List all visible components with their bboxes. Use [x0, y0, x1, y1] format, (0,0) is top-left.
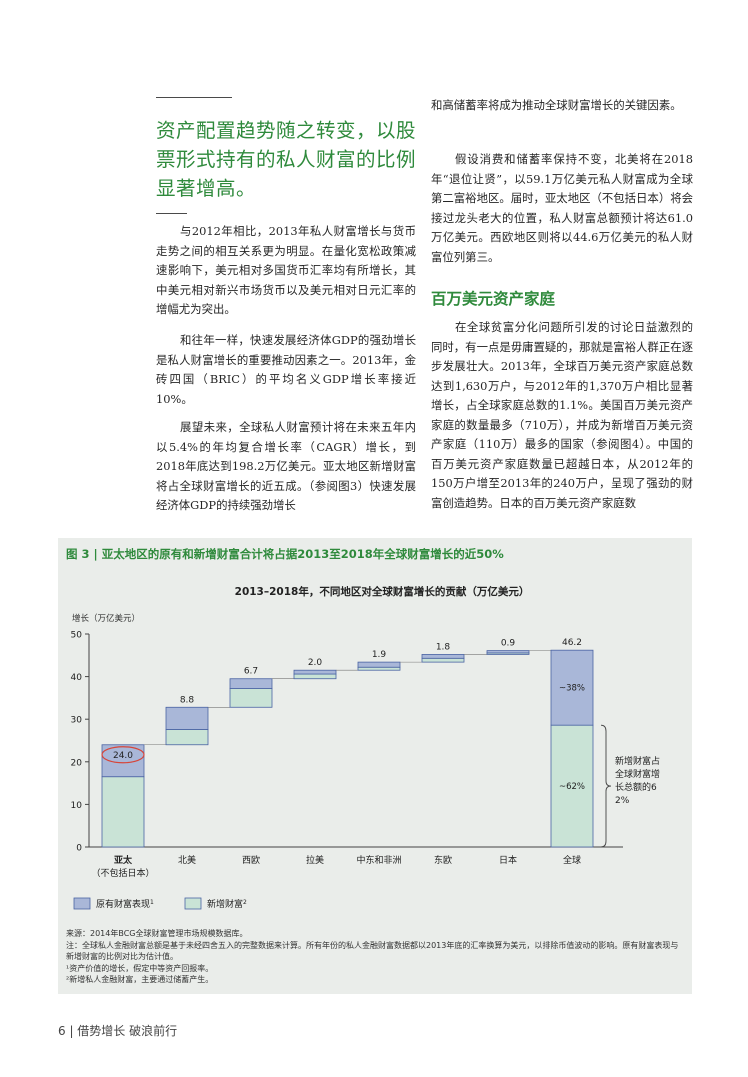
bar-new-wealth: [293, 673, 337, 680]
bar-value-label: 2.0: [308, 658, 323, 668]
x-category-label: 全球: [563, 854, 581, 866]
y-tick-label: 0: [76, 844, 82, 854]
bar-new-wealth: [101, 776, 145, 848]
chart-title: 2013–2018年，不同地区对全球财富增长的贡献（万亿美元）: [235, 585, 530, 598]
legend-label: 新增财富2: [207, 898, 247, 910]
x-category-label: 亚太: [114, 854, 133, 866]
figure-label: 图 3: [66, 547, 90, 561]
highlight-ellipse: [101, 746, 145, 764]
footnotes: 来源：2014年BCG全球财富管理市场规模数据库。 注：全球私人金融财富总额是基…: [66, 928, 680, 986]
bar-existing-wealth: [165, 706, 209, 730]
footnote-1: ¹资产价值的增长，假定中等资产回报率。: [66, 963, 214, 973]
footnote-note: 注：全球私人金融财富总额是基于未经四舍五入的完整数据来计算。所有年份的私人金融财…: [66, 940, 679, 962]
footnote-2: ²新增私人金融财富，主要通过储蓄产生。: [66, 975, 214, 984]
bracket-note-line: 长总额的6: [615, 781, 657, 793]
left-paragraph-2: 和往年一样，快速发展经济体GDP的强劲增长是私人财富增长的重要推动因素之一。20…: [156, 333, 416, 406]
left-paragraph-3: 展望未来，全球私人财富预计将在未来五年内以5.4%的年均复合增长率（CAGR）增…: [156, 420, 416, 512]
bracket-note-line: 全球财富增: [615, 768, 660, 780]
y-tick-label: 20: [71, 758, 83, 768]
y-tick-label: 40: [71, 673, 83, 683]
bracket-note-line: 2%: [615, 796, 630, 806]
y-axis-label: 增长（万亿美元）: [72, 613, 140, 624]
figure-separator: |: [89, 547, 102, 561]
bar-value-label: 6.7: [244, 667, 258, 677]
left-paragraph-1: 与2012年相比，2013年私人财富增长与货币走势之间的相互关系更为明显。在量化…: [156, 224, 416, 316]
pull-quote-top-rule: [156, 97, 232, 98]
right-paragraph-1: 和高储蓄率将成为推动全球财富增长的关键因素。: [431, 98, 682, 112]
section-paragraph: 在全球贫富分化问题所引发的讨论日益激烈的同时，有一点是毋庸置疑的，那就是富裕人群…: [431, 320, 693, 510]
page-footer: 6 | 借势增长 破浪前行: [58, 1024, 178, 1038]
figure-title: 图 3 | 亚太地区的原有和新增财富合计将占据2013至2018年全球财富增长的…: [66, 546, 504, 562]
bar-new-wealth: [229, 688, 273, 708]
bracket-note-line: 新增财富占: [615, 755, 660, 767]
legend-superscript: 2: [243, 899, 247, 906]
bar-existing-wealth: [486, 650, 530, 654]
y-tick-label: 50: [71, 631, 83, 641]
legend-swatch: [73, 897, 91, 910]
x-category-label: 拉美: [306, 854, 324, 866]
legend-label: 原有财富表现1: [96, 898, 154, 910]
waterfall-chart: 2013–2018年，不同地区对全球财富增长的贡献（万亿美元） 增长（万亿美元） 0…: [71, 585, 660, 910]
x-category-label: 北美: [178, 854, 196, 866]
right-paragraph-2: 假设消费和储蓄率保持不变，北美将在2018年“退位让贤”，以59.1万亿美元私人…: [431, 152, 693, 264]
bar-value-label: 46.2: [562, 638, 582, 648]
bar-new-wealth: [550, 724, 594, 848]
x-category-label: 东欧: [434, 854, 452, 866]
bar-existing-wealth: [229, 678, 273, 689]
bar-value-label: 0.9: [501, 639, 516, 649]
bar-existing-wealth: [421, 654, 465, 659]
bar-value-label: 1.8: [436, 642, 451, 652]
bracket: [600, 724, 612, 848]
pull-quote: 资产配置趋势随之转变，以股票形式持有的私人财富的比例显著增高。: [156, 119, 417, 200]
bar-existing-wealth: [293, 669, 337, 675]
legend-swatch: [184, 897, 202, 910]
x-category-label: 日本: [499, 854, 517, 866]
bar-new-wealth: [165, 729, 209, 746]
pull-quote-bottom-rule: [156, 213, 187, 214]
bar-value-label: 1.9: [372, 650, 387, 660]
bar-existing-wealth: [357, 661, 401, 668]
bar-value-label: 8.8: [180, 695, 195, 705]
bar-value-label: 24.0: [113, 751, 133, 761]
y-tick-label: 10: [71, 801, 83, 811]
figure-title-text: 亚太地区的原有和新增财富合计将占据2013至2018年全球财富增长的近50%: [101, 547, 504, 561]
x-category-sublabel: （不包括日本）: [91, 867, 154, 879]
share-label-existing: ~38%: [559, 684, 585, 694]
y-tick-label: 30: [71, 716, 83, 726]
bar-new-wealth: [421, 657, 465, 663]
legend-superscript: 1: [150, 899, 154, 906]
x-category-label: 中东和非洲: [356, 854, 401, 866]
share-label-new: ~62%: [559, 782, 585, 792]
x-category-label: 西欧: [242, 854, 260, 866]
bar-new-wealth: [357, 666, 401, 671]
section-title: 百万美元资产家庭: [431, 290, 556, 308]
footnote-source: 来源：2014年BCG全球财富管理市场规模数据库。: [66, 929, 248, 938]
bar-existing-wealth: [550, 649, 594, 726]
